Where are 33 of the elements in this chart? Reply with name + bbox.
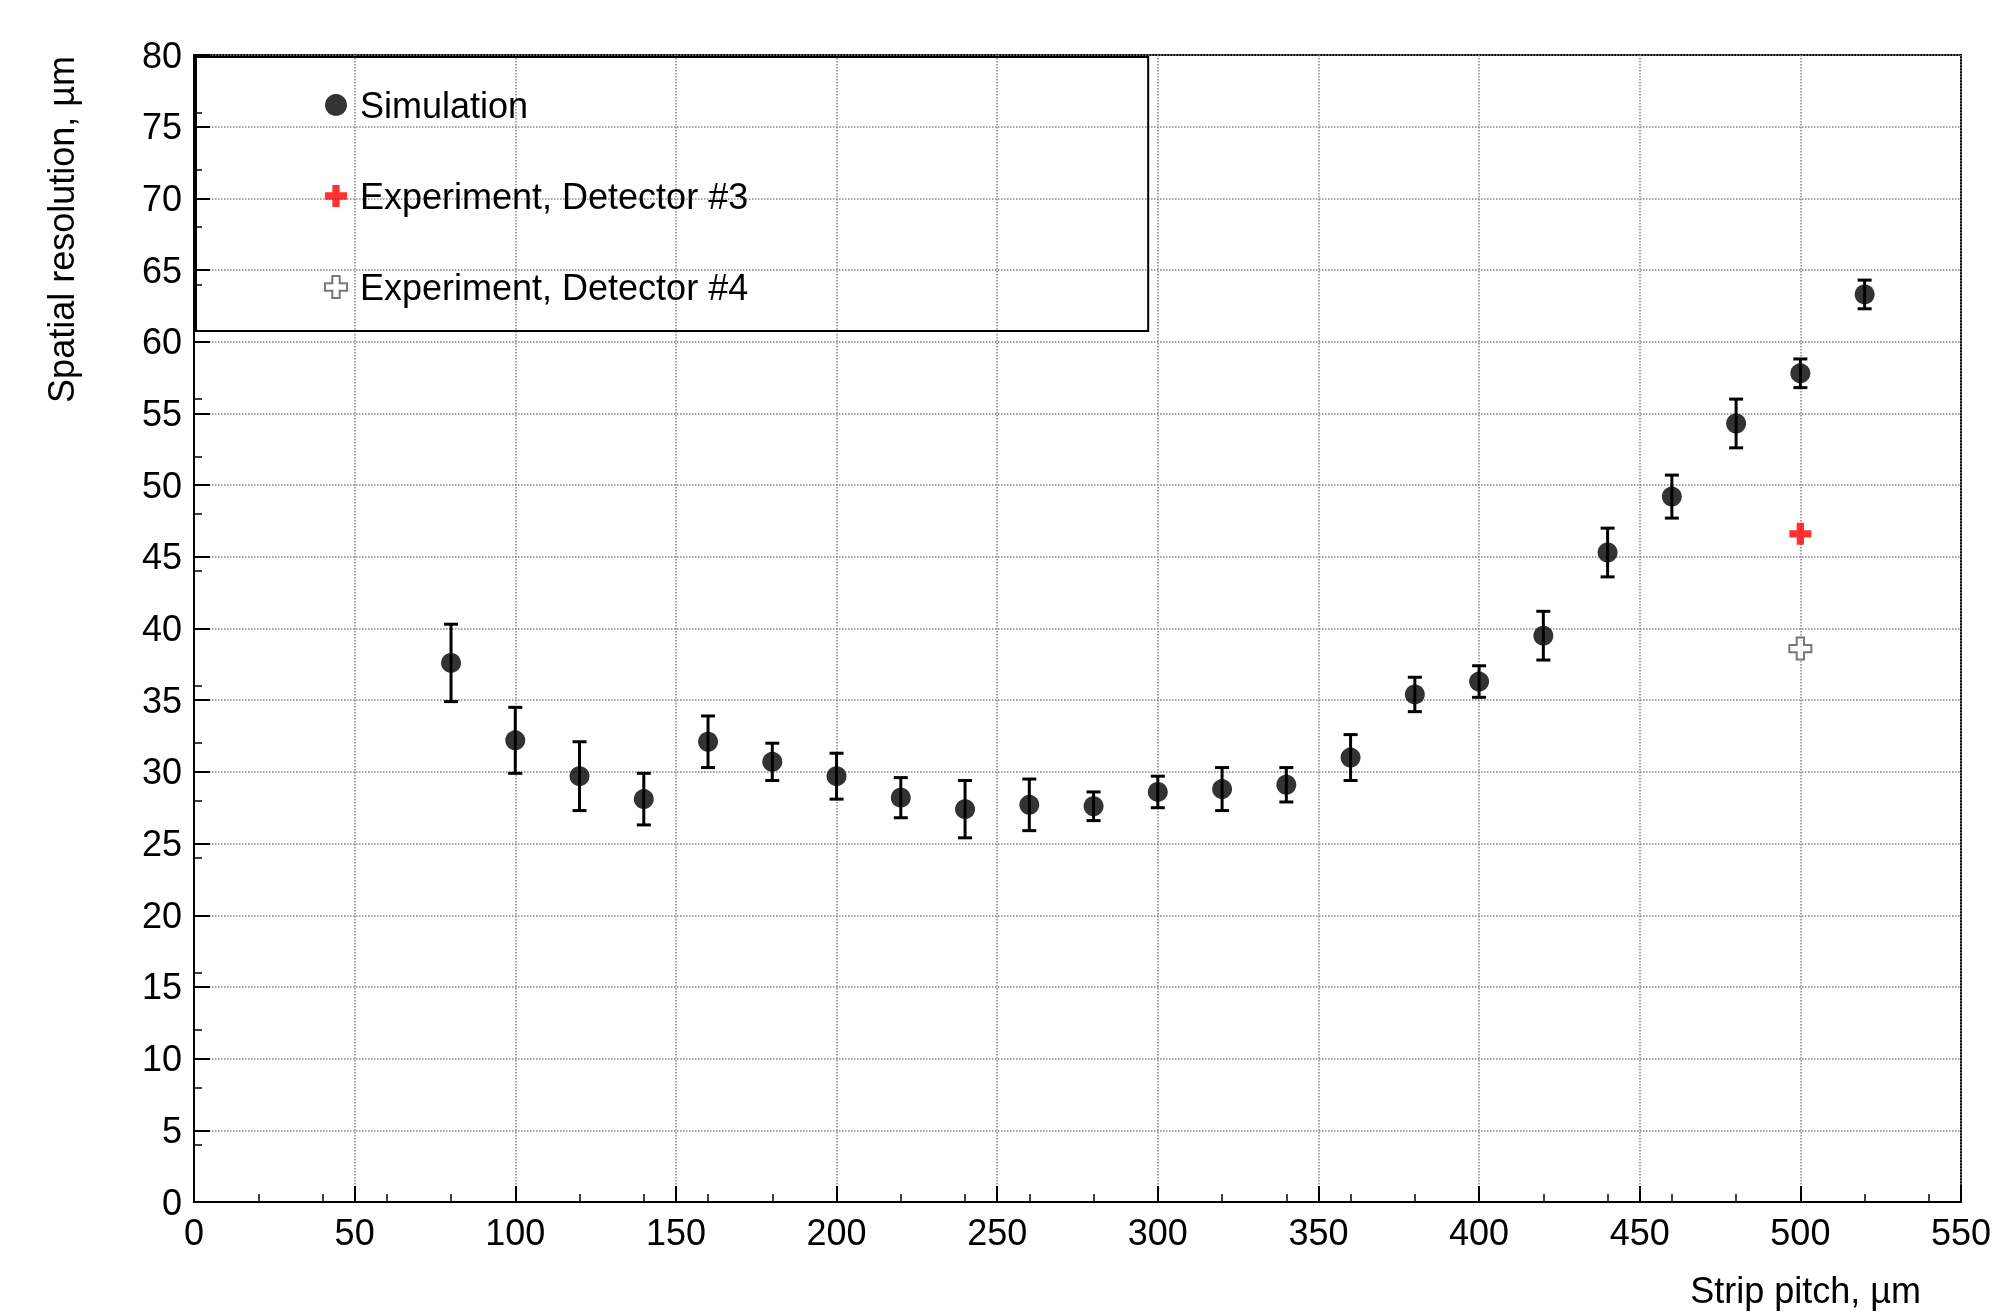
legend-label: Experiment, Detector #4 [360,266,749,308]
y-tick-label: 25 [141,823,182,865]
x-tick-label: 500 [1770,1211,1831,1253]
y-tick-label: 30 [141,751,182,793]
y-tick-label: 80 [141,34,182,76]
y-axis-title: Spatial resolution, µm [40,56,82,403]
x-tick-label: 50 [334,1211,375,1253]
x-tick-label: 350 [1288,1211,1349,1253]
y-tick-label: 55 [141,392,182,434]
x-tick-label: 200 [806,1211,867,1253]
y-tick-label: 10 [141,1038,182,1080]
x-tick-label: 400 [1449,1211,1510,1253]
y-tick-label: 40 [141,608,182,649]
legend-label: Experiment, Detector #3 [360,175,749,217]
y-tick-label: 75 [141,106,182,148]
legend-label: Simulation [360,84,529,126]
y-tick-label: 70 [141,177,182,219]
x-tick-label: 250 [967,1211,1028,1253]
y-tick-label: 35 [141,679,182,721]
y-tick-label: 20 [141,894,182,936]
y-tick-label: 60 [141,321,182,363]
x-tick-label: 100 [485,1211,546,1253]
y-tick-label: 5 [161,1109,182,1151]
x-tick-label: 450 [1609,1211,1670,1253]
x-tick-label: 300 [1127,1211,1188,1253]
x-tick-label: 150 [645,1211,706,1253]
y-tick-label: 65 [141,249,182,291]
y-tick-label: 45 [141,536,182,578]
y-tick-label: 0 [161,1181,182,1223]
x-tick-label: 550 [1930,1211,1992,1253]
y-tick-label: 15 [141,966,182,1008]
y-tick-label: 50 [141,464,182,506]
x-axis-title: Strip pitch, µm [1690,1269,1921,1311]
